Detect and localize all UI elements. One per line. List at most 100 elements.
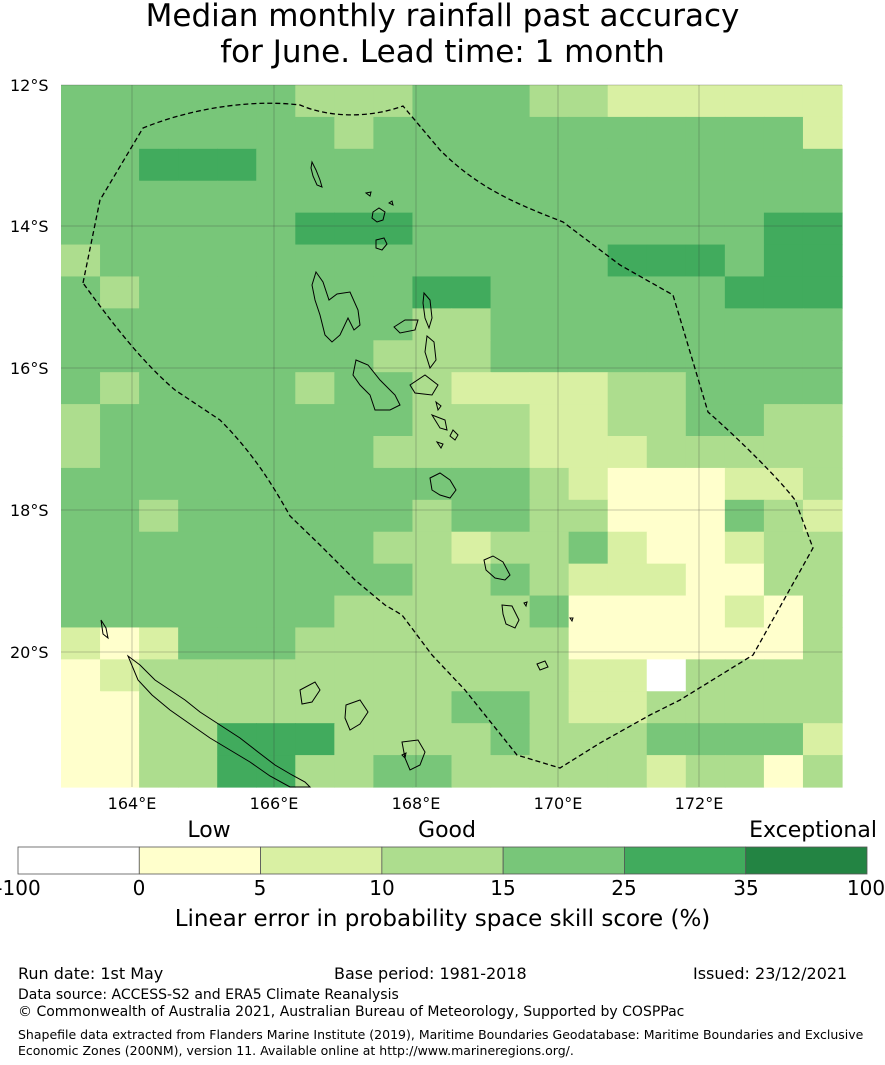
grid-cell bbox=[724, 372, 765, 405]
lon-label-164e: 164°E bbox=[107, 794, 157, 813]
grid-cell bbox=[685, 244, 726, 278]
grid-cell bbox=[568, 372, 609, 405]
grid-cell bbox=[61, 691, 101, 724]
grid-cell bbox=[451, 180, 492, 214]
grid-cell bbox=[373, 404, 414, 437]
grid-cell bbox=[529, 244, 570, 278]
grid-cell bbox=[646, 595, 687, 629]
grid-cell bbox=[178, 372, 218, 405]
grid-cell bbox=[490, 755, 531, 788]
colorbar-tick: 15 bbox=[490, 876, 516, 900]
grid-cell bbox=[217, 372, 257, 405]
grid-cell bbox=[490, 308, 531, 341]
grid-cell bbox=[256, 723, 296, 756]
grid-cell bbox=[256, 627, 296, 660]
grid-cell bbox=[802, 723, 843, 756]
grid-cell bbox=[256, 308, 296, 341]
grid-cell bbox=[763, 340, 804, 373]
grid-cell bbox=[100, 755, 140, 788]
lat-label-18s: 18°S bbox=[10, 501, 49, 520]
grid-cell bbox=[217, 85, 257, 118]
grid-cell bbox=[646, 436, 687, 469]
grid-cell bbox=[61, 595, 101, 629]
grid-cell bbox=[334, 467, 374, 501]
grid-cell bbox=[490, 595, 531, 629]
grid-cell bbox=[217, 627, 257, 660]
grid-cell bbox=[217, 180, 257, 214]
grid-cell bbox=[607, 372, 648, 405]
island-ambae bbox=[393, 319, 419, 334]
grid-cell bbox=[61, 563, 101, 597]
grid-cell bbox=[100, 436, 140, 469]
grid-cell bbox=[490, 404, 531, 437]
colorbar-swatch bbox=[624, 846, 747, 875]
grid-cell bbox=[724, 244, 765, 278]
grid-cell bbox=[295, 595, 335, 629]
colorbar-swatch bbox=[17, 846, 140, 875]
grid-cell bbox=[529, 180, 570, 214]
grid-cell bbox=[100, 531, 140, 565]
grid-cell bbox=[724, 563, 765, 597]
grid-cell bbox=[568, 436, 609, 469]
grid-cell bbox=[412, 212, 453, 246]
grid-cell bbox=[139, 372, 179, 405]
island-outlines bbox=[100, 160, 574, 788]
grid-cell bbox=[61, 755, 101, 788]
grid-cell bbox=[100, 691, 140, 724]
grid-cell bbox=[646, 308, 687, 341]
island-paama bbox=[435, 400, 442, 412]
island-isle-of-pines bbox=[401, 752, 407, 760]
grid-cell bbox=[295, 276, 335, 309]
grid-cell bbox=[724, 467, 765, 501]
grid-cell bbox=[334, 276, 374, 309]
grid-cell bbox=[295, 723, 335, 756]
grid-cell bbox=[100, 116, 140, 150]
grid-cell bbox=[646, 340, 687, 373]
lon-label-168e: 168°E bbox=[391, 794, 441, 813]
grid-cell bbox=[178, 180, 218, 214]
grid-cell bbox=[607, 467, 648, 501]
island-belep bbox=[100, 619, 109, 640]
grid-cell bbox=[217, 659, 257, 692]
grid-cell bbox=[646, 499, 687, 533]
grid-cell bbox=[802, 659, 843, 692]
grid-cell bbox=[100, 148, 140, 182]
grid-cell bbox=[490, 436, 531, 469]
grid-cell bbox=[451, 755, 492, 788]
category-label-good: Good bbox=[418, 818, 476, 843]
island-aniwa bbox=[523, 601, 528, 608]
grid-cell bbox=[646, 244, 687, 278]
grid-cell bbox=[802, 372, 843, 405]
grid-cell bbox=[100, 659, 140, 692]
island-epi bbox=[430, 414, 448, 431]
grid-cell bbox=[490, 276, 531, 309]
grid-cell bbox=[100, 467, 140, 501]
grid-cell bbox=[607, 691, 648, 724]
grid-cell bbox=[568, 85, 609, 118]
grid-cell bbox=[646, 116, 687, 150]
grid-cell bbox=[178, 148, 218, 182]
grid-cell bbox=[490, 180, 531, 214]
grid-cell bbox=[217, 244, 257, 278]
grid-cell bbox=[178, 85, 218, 118]
grid-cell bbox=[685, 691, 726, 724]
island-futuna bbox=[569, 617, 574, 623]
grid-cell bbox=[490, 148, 531, 182]
grid-cell bbox=[217, 691, 257, 724]
grid-cell bbox=[217, 499, 257, 533]
grid-cell bbox=[802, 180, 843, 214]
grid-cell bbox=[451, 723, 492, 756]
grid-cell bbox=[412, 372, 453, 405]
grid-cell bbox=[490, 659, 531, 692]
grid-cell bbox=[61, 212, 101, 246]
grid-cell bbox=[607, 308, 648, 341]
grid-cell bbox=[763, 723, 804, 756]
grid-cell bbox=[607, 340, 648, 373]
island-torres bbox=[310, 160, 323, 188]
island-espiritu-santo bbox=[311, 270, 361, 343]
grid-cell bbox=[451, 467, 492, 501]
colorbar-tick: -100 bbox=[0, 876, 41, 900]
grid-cell bbox=[802, 276, 843, 309]
grid-cell bbox=[373, 659, 414, 692]
